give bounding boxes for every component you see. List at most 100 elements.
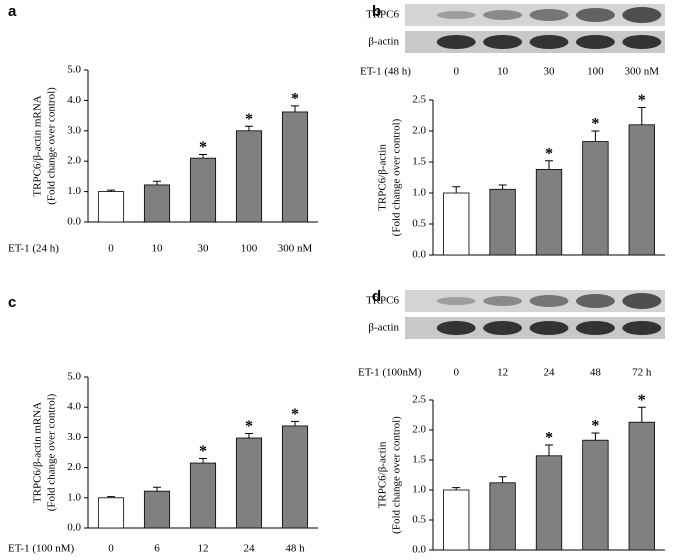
- x-tick-label: 48 h: [285, 543, 305, 555]
- x-tick-label: 24: [244, 543, 256, 555]
- bar: [281, 111, 309, 223]
- y-tick-label: 0.5: [412, 218, 426, 230]
- y-tick-label: 2.0: [67, 461, 81, 473]
- significance-mark: *: [591, 418, 599, 435]
- error-bar: [452, 186, 461, 193]
- blot-band: [529, 295, 569, 307]
- blot-band: [529, 9, 569, 21]
- x-tick-label: 12: [198, 543, 209, 555]
- y-tick-label: 2.5: [412, 94, 426, 106]
- blot-band: [575, 8, 615, 22]
- significance-mark: *: [199, 139, 207, 156]
- panel-letter: a: [8, 3, 17, 20]
- error-bar: [591, 130, 600, 142]
- x-tick-label: 12: [497, 367, 508, 379]
- x-tick-label: 300 nM: [625, 66, 660, 78]
- blot-band: [575, 321, 615, 335]
- blot-label: TRPC6: [366, 9, 400, 21]
- error-bar: [291, 420, 299, 426]
- blot-band: [622, 7, 662, 23]
- bar: [535, 455, 563, 551]
- x-tick-label: 100: [241, 243, 258, 255]
- y-axis-label: (Fold change over control): [46, 393, 58, 511]
- blot-label: β-actin: [368, 322, 399, 334]
- x-axis-label: ET-1 (100 nM): [8, 543, 75, 555]
- blot-band: [622, 35, 662, 49]
- y-tick-label: 3.0: [67, 431, 81, 443]
- significance-mark: *: [545, 145, 553, 162]
- y-tick-label: 0.0: [67, 522, 81, 534]
- x-tick-label: 10: [497, 66, 509, 78]
- y-axis-label: TRPC6/β-actin: [377, 144, 389, 211]
- blot-band: [622, 293, 662, 309]
- y-axis-label: (Fold change over control): [46, 87, 58, 205]
- bar: [281, 425, 309, 529]
- significance-mark: *: [291, 406, 299, 423]
- bar: [535, 169, 563, 256]
- error-bar: [637, 406, 646, 423]
- y-tick-label: 1.5: [412, 156, 426, 168]
- blot-band: [529, 321, 569, 335]
- error-bar: [107, 189, 115, 192]
- significance-mark: *: [245, 418, 253, 435]
- error-bar: [291, 105, 299, 112]
- x-tick-label: 10: [152, 243, 164, 255]
- x-tick-label: 300 nM: [278, 243, 313, 255]
- x-tick-label: 72 h: [632, 367, 652, 379]
- x-tick-label: 0: [453, 66, 459, 78]
- y-axis-label: (Fold change over control): [391, 118, 403, 236]
- error-bar: [545, 444, 553, 456]
- error-bar: [245, 125, 253, 131]
- significance-mark: *: [638, 392, 646, 409]
- y-axis-label: TRPC6/β-actin mRNA: [32, 402, 44, 503]
- x-tick-label: 0: [108, 243, 114, 255]
- bar: [189, 462, 217, 529]
- bar: [443, 489, 470, 551]
- bar: [628, 124, 655, 256]
- y-tick-label: 4.0: [67, 401, 81, 413]
- bar: [97, 191, 125, 223]
- blot-band: [575, 35, 615, 49]
- error-bar: [591, 432, 600, 441]
- y-tick-label: 1.0: [412, 484, 426, 496]
- blot-band: [622, 321, 662, 335]
- y-tick-label: 1.0: [67, 185, 81, 197]
- blot-band: [436, 321, 476, 335]
- y-tick-label: 2.0: [412, 424, 426, 436]
- bar: [582, 141, 609, 256]
- x-tick-label: 0: [453, 367, 459, 379]
- bar: [97, 497, 125, 529]
- bar: [143, 184, 171, 223]
- bar: [628, 421, 655, 551]
- x-tick-label: 30: [544, 66, 556, 78]
- blot-band: [483, 10, 523, 20]
- significance-mark: *: [591, 116, 599, 133]
- y-tick-label: 2.5: [412, 394, 426, 406]
- blot-band: [575, 294, 615, 308]
- y-axis-label: (Fold change over control): [391, 416, 403, 534]
- panel-letter: d: [372, 288, 381, 305]
- y-tick-label: 1.0: [412, 187, 426, 199]
- blot-band: [483, 296, 523, 306]
- y-tick-label: 2.0: [412, 125, 426, 137]
- x-tick-label: 6: [154, 543, 160, 555]
- y-tick-label: 2.0: [67, 155, 81, 167]
- error-bar: [153, 180, 161, 185]
- bar: [582, 439, 609, 551]
- y-tick-label: 0.0: [412, 249, 426, 261]
- x-tick-label: 100: [587, 66, 604, 78]
- bar: [489, 482, 516, 551]
- significance-mark: *: [545, 430, 553, 447]
- blot-band: [436, 11, 476, 19]
- y-axis-label: TRPC6/β-actin mRNA: [32, 95, 44, 196]
- error-bar: [498, 476, 507, 483]
- error-bar: [637, 106, 646, 125]
- error-bar: [498, 184, 507, 190]
- y-tick-label: 3.0: [67, 124, 81, 136]
- y-tick-label: 0.0: [67, 216, 81, 228]
- blot-band: [436, 297, 476, 305]
- y-tick-label: 5.0: [67, 371, 81, 383]
- bar: [235, 130, 263, 223]
